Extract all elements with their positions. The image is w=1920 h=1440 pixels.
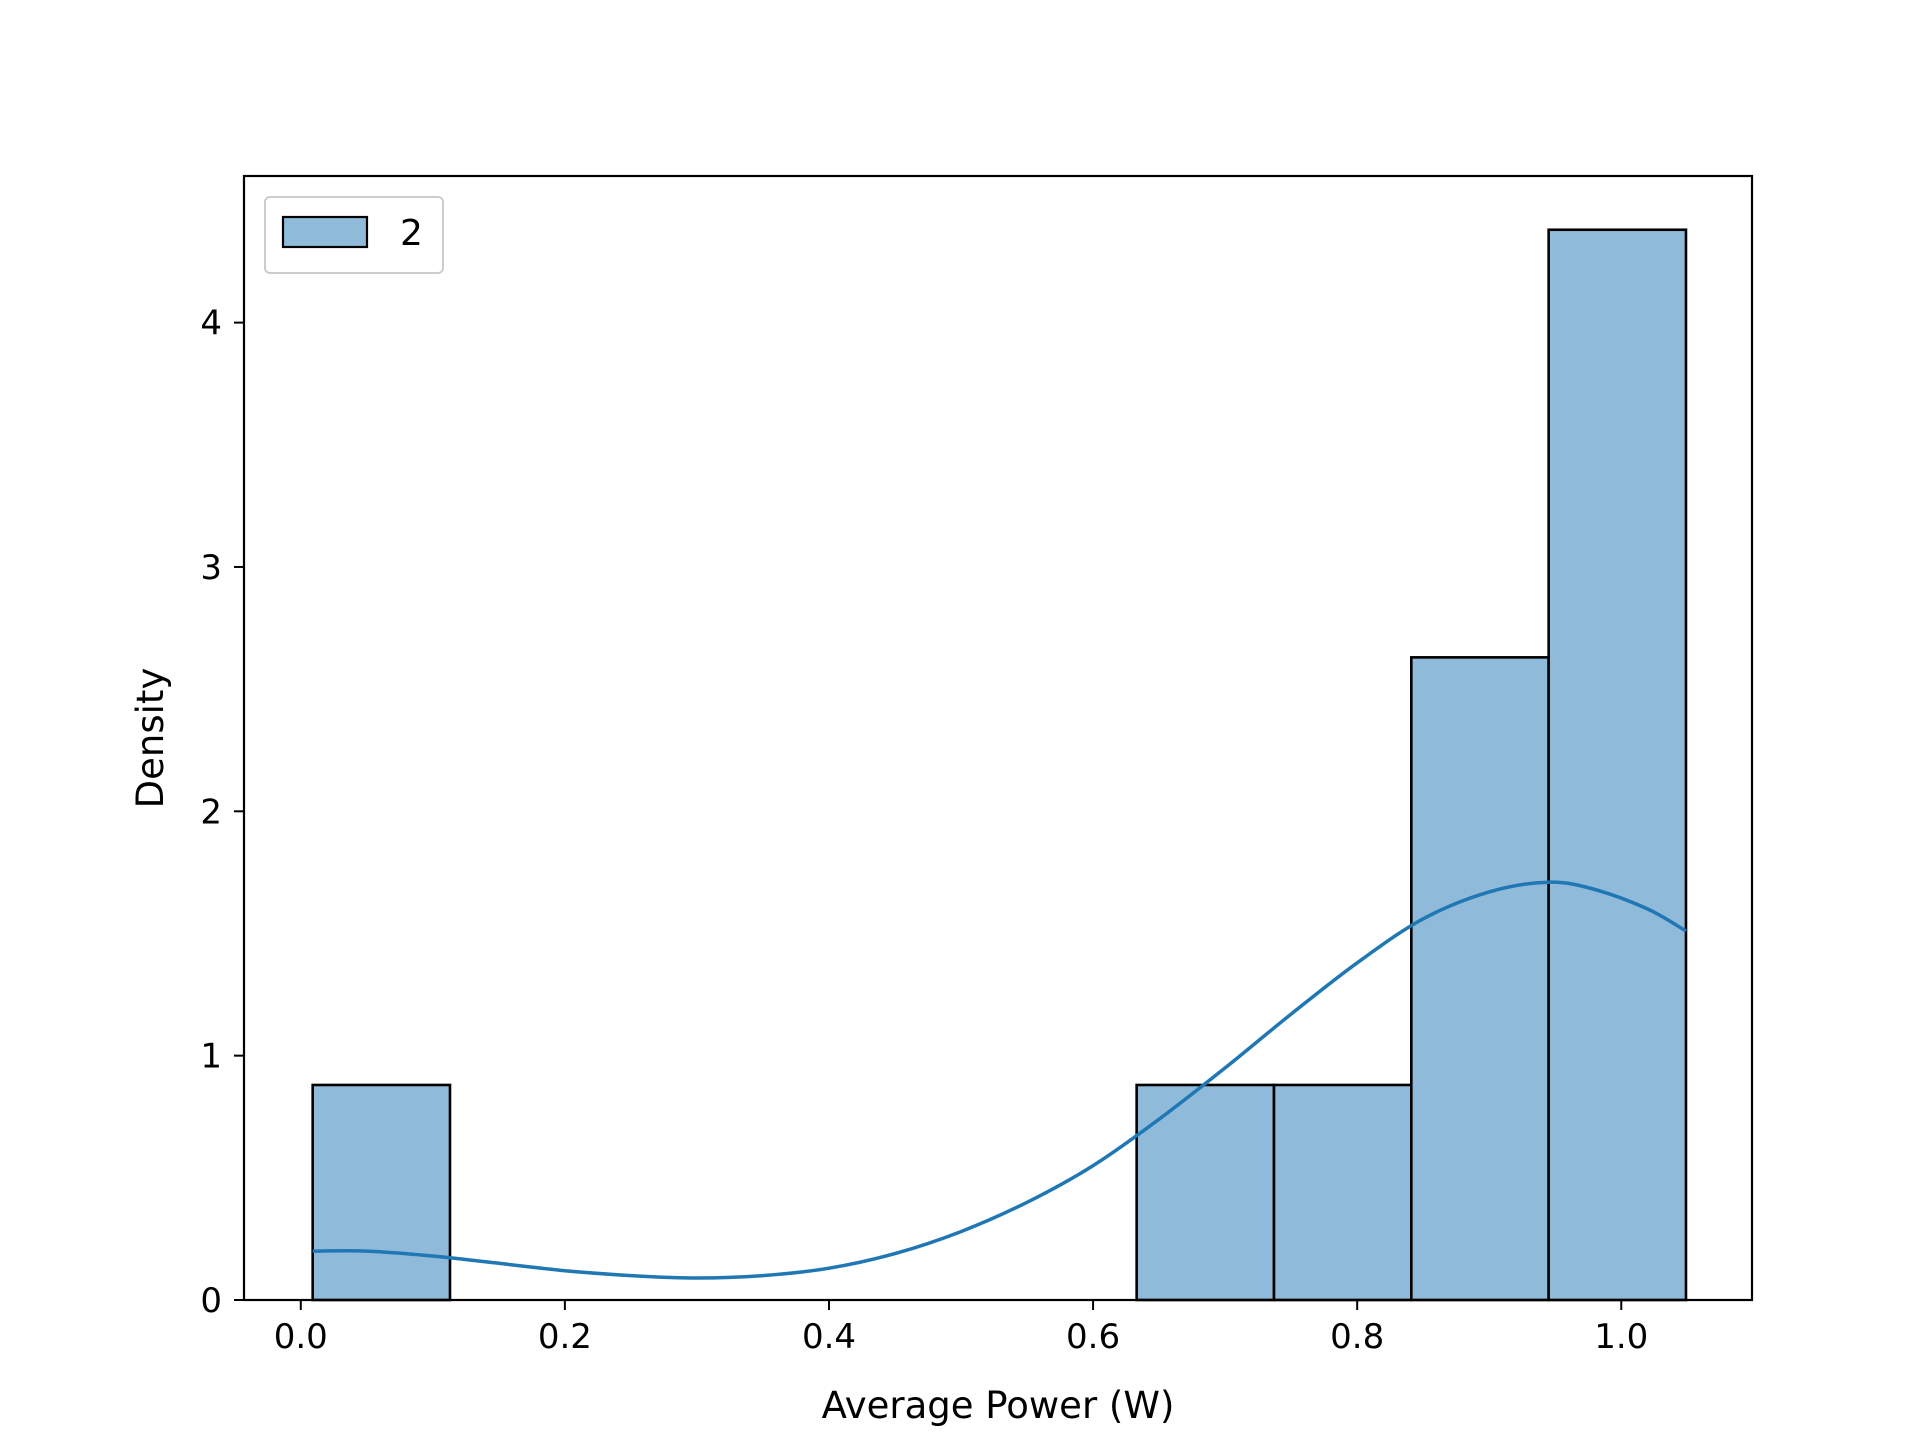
- histogram-bar-7: [1272, 1083, 1413, 1302]
- x-tick-label: 1.0: [1594, 1317, 1648, 1357]
- histogram-bar-8: [1410, 656, 1550, 1302]
- x-tick-label: 0.8: [1330, 1317, 1384, 1357]
- plot-frame: [242, 174, 1754, 1302]
- legend-swatch: [281, 215, 369, 249]
- y-axis-ticks: 0 1 2 3 4: [200, 304, 244, 1321]
- kde-curve: [312, 880, 1687, 1280]
- y-tick-label: 0: [200, 1281, 222, 1321]
- histogram-bar-6: [1135, 1083, 1276, 1302]
- legend-label: 2: [400, 213, 423, 254]
- x-axis-label: Average Power (W): [822, 1384, 1175, 1427]
- y-axis-label: Density: [129, 668, 172, 809]
- y-tick-label: 4: [200, 304, 222, 344]
- x-tick-label: 0.2: [538, 1317, 592, 1357]
- x-tick-label: 0.4: [802, 1317, 856, 1357]
- y-tick-label: 2: [200, 792, 222, 832]
- legend: 2: [264, 196, 444, 274]
- x-axis-ticks: 0.0 0.2 0.4 0.6 0.8 1.0: [274, 1300, 1648, 1357]
- y-tick-label: 3: [200, 548, 222, 588]
- x-tick-label: 0.0: [274, 1317, 328, 1357]
- histogram-bar-0: [311, 1083, 452, 1302]
- x-tick-label: 0.6: [1066, 1317, 1120, 1357]
- y-tick-label: 1: [200, 1037, 222, 1077]
- histogram-bar-9: [1547, 228, 1688, 1302]
- histogram-bars: [311, 228, 1688, 1302]
